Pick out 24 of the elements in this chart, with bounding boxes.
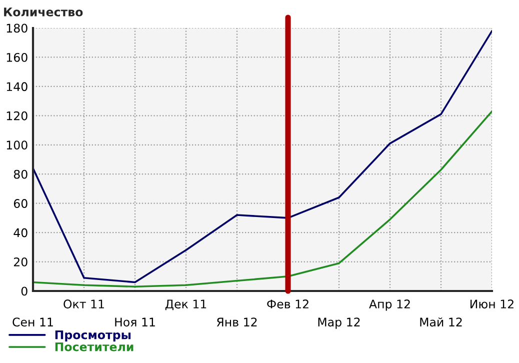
x-tick-label: Сен 11 [12,318,53,327]
x-tick-label: Дек 11 [165,300,206,310]
y-tick-label: 160 [6,52,28,62]
x-tick-label: Апр 12 [369,300,410,311]
y-tick-label: 40 [14,228,28,238]
line-series [33,110,492,288]
x-tick-label: Май 12 [420,317,462,327]
y-tick-label: 60 [14,199,28,208]
x-tick-label: Фев 12 [267,300,308,308]
y-tick-label: 120 [6,111,28,120]
x-tick-label: Июн 12 [470,300,514,308]
legend-label: Просмотры [55,330,131,342]
y-axis-title: Количество [4,8,83,16]
y-tick-label: 0 [21,286,28,296]
x-tick-label: Окт 11 [64,300,104,308]
y-tick-label: 20 [14,258,28,266]
x-tick-label: Ноя 11 [115,318,155,327]
y-tick-label: 100 [6,140,28,150]
y-tick-label: 180 [6,24,28,33]
x-tick-label: Янв 12 [216,318,257,326]
legend-label: Посетители [55,342,134,352]
x-tick-label: Мар 12 [318,318,360,329]
y-tick-label: 140 [6,82,28,92]
y-tick-label: 80 [14,170,28,179]
